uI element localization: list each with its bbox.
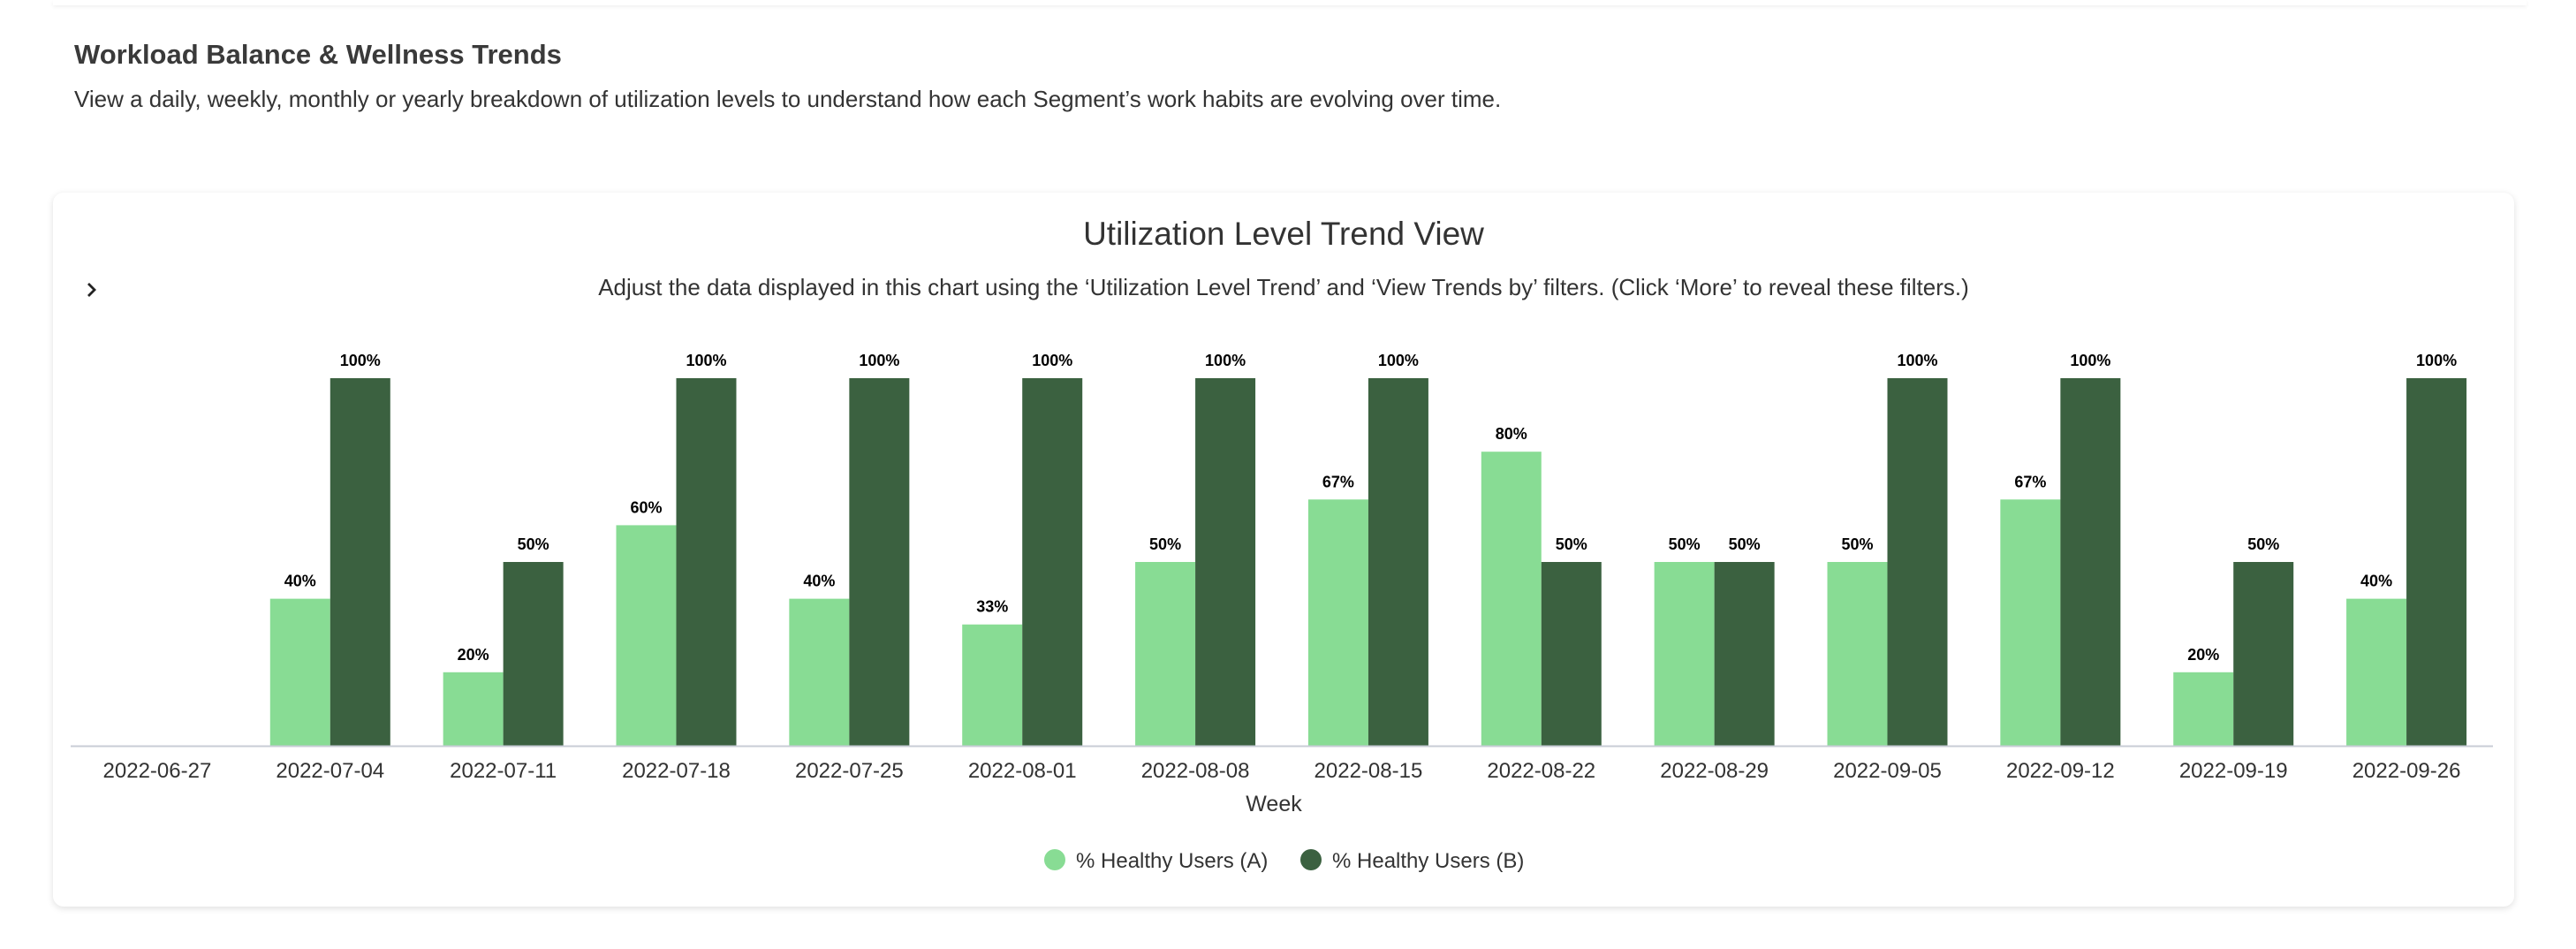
data-label: 67% xyxy=(1322,473,1354,490)
chevron-right-icon xyxy=(87,283,96,297)
x-tick-label: 2022-09-26 xyxy=(2352,759,2461,783)
bar-series-b xyxy=(676,378,737,746)
bar-series-a xyxy=(2000,499,2061,746)
data-label: 40% xyxy=(2360,573,2392,590)
bar-series-b xyxy=(1714,562,1775,746)
x-tick-label: 2022-07-04 xyxy=(276,759,384,783)
expand-filters-button[interactable] xyxy=(74,272,110,307)
data-label: 40% xyxy=(284,573,316,590)
x-tick-label: 2022-08-08 xyxy=(1141,759,1250,783)
legend-marker-a xyxy=(1044,849,1065,870)
bar-series-a xyxy=(789,598,850,746)
data-label: 50% xyxy=(1149,535,1181,553)
data-label: 50% xyxy=(2247,535,2279,553)
bar-series-a xyxy=(616,525,677,746)
bar-series-b xyxy=(1887,378,1948,746)
legend-label-b: % Healthy Users (B) xyxy=(1332,849,1524,873)
bar-series-a xyxy=(443,672,504,746)
bar-series-b xyxy=(330,378,390,746)
data-label: 50% xyxy=(1841,535,1873,553)
bar-series-a xyxy=(2346,598,2407,746)
data-label: 50% xyxy=(1556,535,1587,553)
bar-series-a xyxy=(962,624,1023,746)
legend-marker-b xyxy=(1300,849,1322,870)
bar-series-b xyxy=(2233,562,2294,746)
data-label: 20% xyxy=(2187,646,2219,664)
data-label: 50% xyxy=(518,535,549,553)
data-label: 100% xyxy=(1032,352,1072,369)
data-label: 100% xyxy=(2070,352,2110,369)
data-label: 100% xyxy=(340,352,381,369)
data-label: 80% xyxy=(1496,425,1527,443)
section-subtitle: View a daily, weekly, monthly or yearly … xyxy=(74,86,1502,112)
x-tick-label: 2022-06-27 xyxy=(103,759,212,783)
x-tick-label: 2022-08-01 xyxy=(968,759,1077,783)
chart-title: Utilization Level Trend View xyxy=(1083,216,1484,252)
x-tick-label: 2022-07-11 xyxy=(450,759,557,783)
bar-series-b xyxy=(2406,378,2467,746)
legend-label-a: % Healthy Users (A) xyxy=(1076,849,1268,873)
bar-series-b xyxy=(1368,378,1428,746)
chart-subtitle: Adjust the data displayed in this chart … xyxy=(598,274,1969,300)
data-label: 20% xyxy=(458,646,489,664)
bar-series-a xyxy=(269,598,330,746)
bar-series-a xyxy=(1654,562,1715,746)
bar-series-b xyxy=(1022,378,1083,746)
x-tick-label: 2022-09-12 xyxy=(2006,759,2115,783)
bar-series-a xyxy=(2173,672,2234,746)
x-tick-label: 2022-08-29 xyxy=(1660,759,1769,783)
data-label: 50% xyxy=(1729,535,1761,553)
bar-series-a xyxy=(1135,562,1196,746)
bar-series-a xyxy=(1481,452,1542,746)
data-label: 100% xyxy=(1205,352,1246,369)
x-tick-label: 2022-08-22 xyxy=(1487,759,1595,783)
section-title: Workload Balance & Wellness Trends xyxy=(74,39,562,70)
bar-series-b xyxy=(2060,378,2121,746)
data-label: 100% xyxy=(1378,352,1419,369)
data-label: 100% xyxy=(1897,352,1937,369)
data-label: 100% xyxy=(686,352,726,369)
x-axis-title: Week xyxy=(1246,792,1302,816)
x-tick-label: 2022-07-25 xyxy=(795,759,904,783)
bar-series-a xyxy=(1827,562,1888,746)
data-label: 40% xyxy=(803,573,835,590)
data-label: 50% xyxy=(1669,535,1701,553)
data-label: 100% xyxy=(2416,352,2457,369)
x-tick-label: 2022-07-18 xyxy=(622,759,731,783)
utilization-chart: 2022-06-27 40% 100% 2022-07-04 20% 50% 2022-07… xyxy=(71,352,2493,873)
top-divider xyxy=(53,0,2527,5)
x-tick-label: 2022-09-05 xyxy=(1833,759,1942,783)
bar-series-a xyxy=(1307,499,1368,746)
data-label: 67% xyxy=(2014,473,2046,490)
data-label: 100% xyxy=(859,352,899,369)
data-label: 33% xyxy=(976,598,1008,616)
x-tick-label: 2022-09-19 xyxy=(2179,759,2288,783)
x-tick-label: 2022-08-15 xyxy=(1315,759,1423,783)
data-label: 60% xyxy=(630,498,662,516)
chart-card: Utilization Level Trend View Adjust the … xyxy=(53,193,2514,907)
bar-series-b xyxy=(1195,378,1256,746)
bar-series-b xyxy=(503,562,564,746)
bar-series-b xyxy=(849,378,910,746)
bar-series-b xyxy=(1541,562,1602,746)
